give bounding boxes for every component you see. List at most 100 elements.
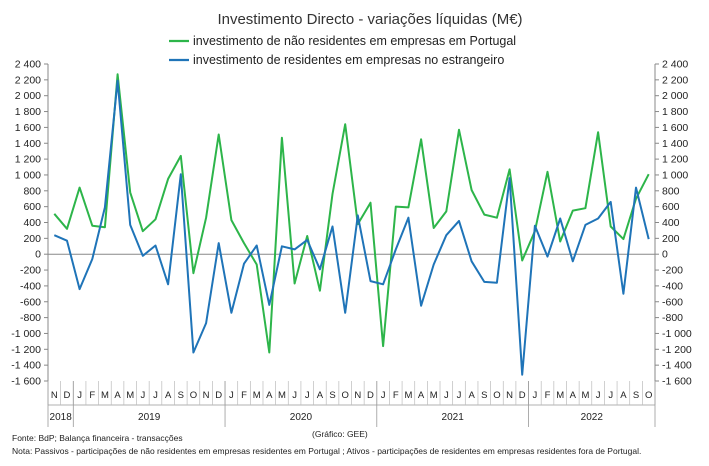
y-tick-label-left: 600 [23, 201, 41, 213]
y-tick-label-right: -1 000 [662, 328, 692, 340]
x-tick-label-month: M [101, 390, 109, 401]
y-tick-label-right: 200 [662, 233, 680, 245]
source-note: Fonte: BdP; Balança financeira - transac… [12, 433, 183, 443]
y-tick-label-left: 1 200 [15, 154, 41, 166]
y-tick-label-left: -1 400 [11, 360, 41, 372]
x-tick-label-year: 2018 [50, 412, 73, 423]
y-tick-label-right: -1 600 [662, 376, 692, 388]
x-tick-label-month: M [278, 390, 286, 401]
y-tick-label-left: 2 400 [15, 59, 41, 71]
x-tick-label-month: J [381, 390, 386, 401]
y-tick-label-left: -1 600 [11, 376, 41, 388]
y-tick-label-left: -1 000 [11, 328, 41, 340]
y-tick-label-right: 1 000 [662, 169, 688, 181]
x-tick-label-month: A [317, 390, 324, 401]
x-tick-label-month: J [444, 390, 449, 401]
x-tick-label-year: 2019 [138, 412, 161, 423]
x-tick-label-month: J [292, 390, 297, 401]
y-tick-label-left: 1 000 [15, 169, 41, 181]
x-tick-label-month: M [404, 390, 412, 401]
y-tick-label-left: -200 [20, 265, 41, 277]
y-tick-label-right: -1 200 [662, 344, 692, 356]
x-tick-label-month: J [596, 390, 601, 401]
x-tick-label-month: J [77, 390, 82, 401]
y-tick-label-right: -200 [662, 265, 683, 277]
x-tick-label-month: J [608, 390, 613, 401]
y-tick-label-right: 1 400 [662, 138, 688, 150]
legend: investimento de não residentes em empres… [169, 34, 516, 67]
y-tick-label-right: 2 200 [662, 74, 688, 86]
x-tick-label-month: F [393, 390, 399, 401]
y-tick-label-left: 1 400 [15, 138, 41, 150]
y-tick-label-left: 200 [23, 233, 41, 245]
y-tick-label-left: 1 800 [15, 106, 41, 118]
x-tick-label-month: A [468, 390, 475, 401]
x-tick-label-year: 2022 [581, 412, 604, 423]
y-tick-label-right: 600 [662, 201, 680, 213]
x-tick-label-month: D [367, 390, 374, 401]
x-tick-label-month: S [178, 390, 184, 401]
y-tick-label-right: 1 600 [662, 122, 688, 134]
y-tick-label-right: -400 [662, 280, 683, 292]
legend-label-blue: investimento de residentes em empresas n… [193, 53, 504, 67]
y-tick-label-left: -400 [20, 280, 41, 292]
y-tick-label-left: 2 200 [15, 74, 41, 86]
series-line-residents [53, 79, 650, 376]
x-tick-label-month: D [64, 390, 71, 401]
x-tick-label-month: J [140, 390, 145, 401]
x-tick-label-month: M [253, 390, 261, 401]
y-tick-label-right: 1 200 [662, 154, 688, 166]
x-tick-label-month: A [266, 390, 273, 401]
x-tick-label-month: N [506, 390, 513, 401]
chart-title: Investimento Directo - variações líquida… [217, 11, 522, 28]
y-tick-label-right: 800 [662, 185, 680, 197]
y-tick-label-left: 400 [23, 217, 41, 229]
x-tick-label-month: S [329, 390, 335, 401]
x-tick-label-month: D [215, 390, 222, 401]
x-tick-label-month: O [341, 390, 348, 401]
y-tick-label-left: 0 [35, 249, 41, 261]
x-tick-label-year: 2021 [442, 412, 465, 423]
x-tick-label-month: J [229, 390, 234, 401]
y-tick-label-right: -800 [662, 312, 683, 324]
x-tick-label-month: A [418, 390, 425, 401]
x-tick-label-month: O [645, 390, 652, 401]
x-tick-label-month: N [51, 390, 58, 401]
x-tick-label-month: N [354, 390, 361, 401]
x-tick-label-month: S [481, 390, 487, 401]
y-tick-label-left: 1 600 [15, 122, 41, 134]
y-tick-label-right: 2 000 [662, 90, 688, 102]
y-tick-label-left: -800 [20, 312, 41, 324]
x-tick-label-month: F [241, 390, 247, 401]
y-tick-label-right: 1 800 [662, 106, 688, 118]
x-tick-label-month: M [126, 390, 134, 401]
x-tick-label-month: N [203, 390, 210, 401]
x-tick-label-month: F [545, 390, 551, 401]
x-tick-label-month: M [430, 390, 438, 401]
series-line-nonresidents [53, 73, 650, 354]
x-tick-label-month: J [532, 390, 537, 401]
y-tick-label-left: -1 200 [11, 344, 41, 356]
y-tick-label-left: -600 [20, 296, 41, 308]
axes: -1 600 -1 600 -1 400 -1 400 -1 200 -1 200 -1 0… [11, 59, 692, 388]
x-tick-label-month: O [493, 390, 500, 401]
x-tick-label-month: J [305, 390, 310, 401]
x-tick-label-month: A [570, 390, 577, 401]
credit-note: (Gráfico: GEE) [312, 429, 368, 439]
y-tick-label-right: 400 [662, 217, 680, 229]
x-tick-label-month: M [556, 390, 564, 401]
x-tick-label-month: J [153, 390, 158, 401]
y-tick-label-right: -1 400 [662, 360, 692, 372]
y-tick-label-right: -600 [662, 296, 683, 308]
x-tick-label-month: J [457, 390, 462, 401]
y-tick-label-right: 2 400 [662, 59, 688, 71]
y-tick-label-right: 0 [662, 249, 668, 261]
x-tick-label-year: 2020 [290, 412, 313, 423]
x-tick-label-month: A [165, 390, 172, 401]
y-tick-label-left: 800 [23, 185, 41, 197]
x-tick-label-month: M [581, 390, 589, 401]
x-tick-label-month: F [89, 390, 95, 401]
footnote: Nota: Passivos - participações de não re… [12, 446, 641, 456]
